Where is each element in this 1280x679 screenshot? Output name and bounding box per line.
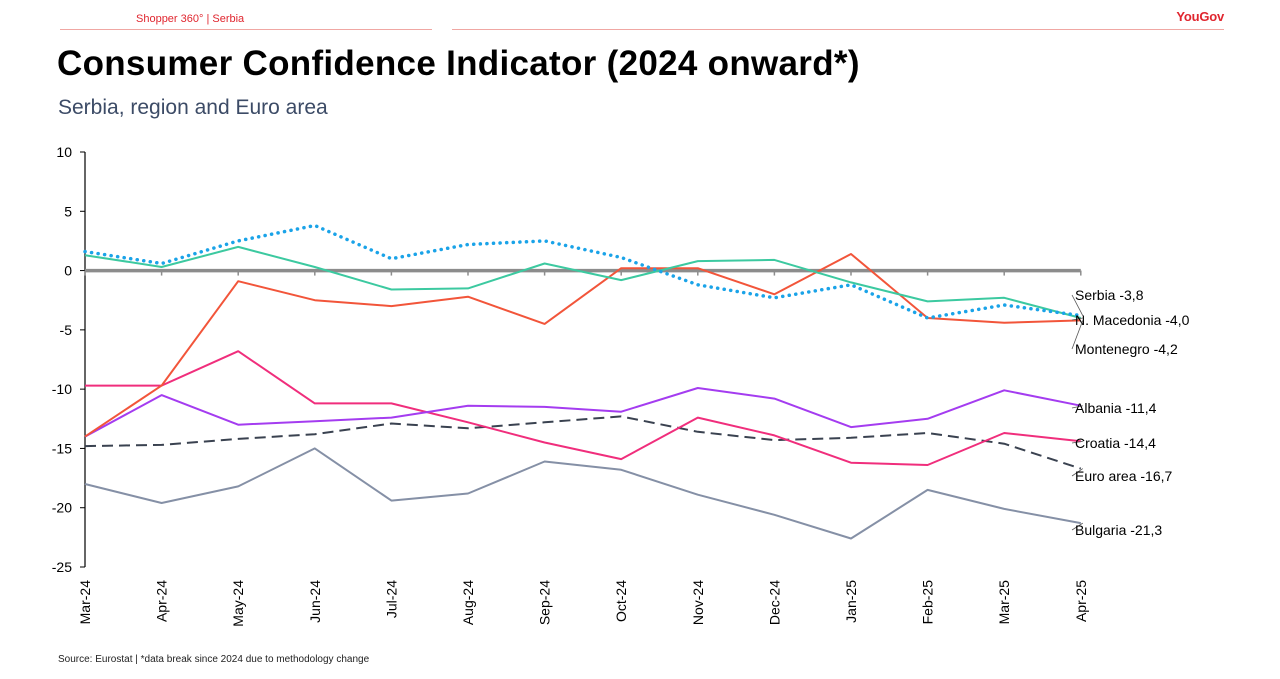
x-tick-label: Mar-24	[77, 580, 93, 625]
leader-line-montenegro	[1071, 320, 1084, 350]
leader-line-euro-area	[1071, 468, 1084, 477]
x-tick-label: May-24	[230, 580, 246, 627]
y-tick-label: -10	[52, 381, 72, 397]
series-label-serbia: Serbia -3,8	[1075, 287, 1144, 303]
yougov-logo: YouGov	[1176, 9, 1224, 24]
x-tick-label: Jun-24	[307, 580, 323, 623]
series-line-albania	[84, 387, 1081, 438]
chart-subtitle: Serbia, region and Euro area	[58, 96, 328, 119]
leader-line-bulgaria	[1071, 522, 1084, 531]
series-label-croatia: Croatia -14,4	[1075, 435, 1156, 451]
y-tick-label: 5	[64, 203, 72, 219]
leader-line-n-macedonia	[1071, 317, 1083, 321]
y-tick-label: 0	[64, 263, 72, 279]
x-tick-label: Apr-25	[1073, 580, 1089, 622]
series-label-montenegro: Montenegro -4,2	[1075, 341, 1178, 357]
x-tick-label: Apr-24	[154, 580, 170, 622]
y-tick-label: 10	[56, 144, 72, 160]
series-line-bulgaria	[84, 447, 1081, 540]
leader-line-albania	[1071, 405, 1083, 409]
leader-line-serbia	[1071, 294, 1084, 316]
y-tick-label: -25	[52, 559, 72, 575]
series-line-serbia	[83, 223, 1083, 320]
series-label-albania: Albania -11,4	[1075, 400, 1157, 416]
y-tick-label: -5	[60, 322, 73, 338]
series-label-n-macedonia: N. Macedonia -4,0	[1075, 312, 1190, 328]
series-label-bulgaria: Bulgaria -21,3	[1075, 522, 1162, 538]
series-line-euro-area	[84, 415, 1082, 470]
header-rule-left	[60, 11, 432, 30]
x-tick-label: Jan-25	[843, 580, 859, 623]
chart-title: Consumer Confidence Indicator (2024 onwa…	[57, 44, 860, 83]
header-rule-right	[452, 11, 1224, 30]
series-line-montenegro	[84, 253, 1081, 438]
x-tick-label: Nov-24	[690, 580, 706, 625]
x-tick-label: Oct-24	[613, 580, 629, 622]
x-tick-label: Mar-25	[996, 580, 1012, 625]
x-tick-label: Aug-24	[460, 580, 476, 625]
y-tick-label: -20	[52, 500, 72, 516]
x-tick-label: Jul-24	[383, 580, 399, 618]
source-note: Source: Eurostat | *data break since 202…	[58, 654, 370, 665]
series-line-n-macedonia	[84, 245, 1082, 319]
brand-label: Shopper 360° | Serbia	[136, 13, 245, 25]
x-tick-label: Sep-24	[537, 580, 553, 625]
y-tick-label: -15	[52, 440, 72, 456]
series-line-croatia	[85, 350, 1081, 466]
leader-line-croatia	[1071, 440, 1083, 444]
x-tick-label: Dec-24	[766, 580, 782, 625]
x-tick-label: Feb-25	[920, 580, 936, 625]
series-label-euro-area: Euro area -16,7	[1075, 468, 1172, 484]
